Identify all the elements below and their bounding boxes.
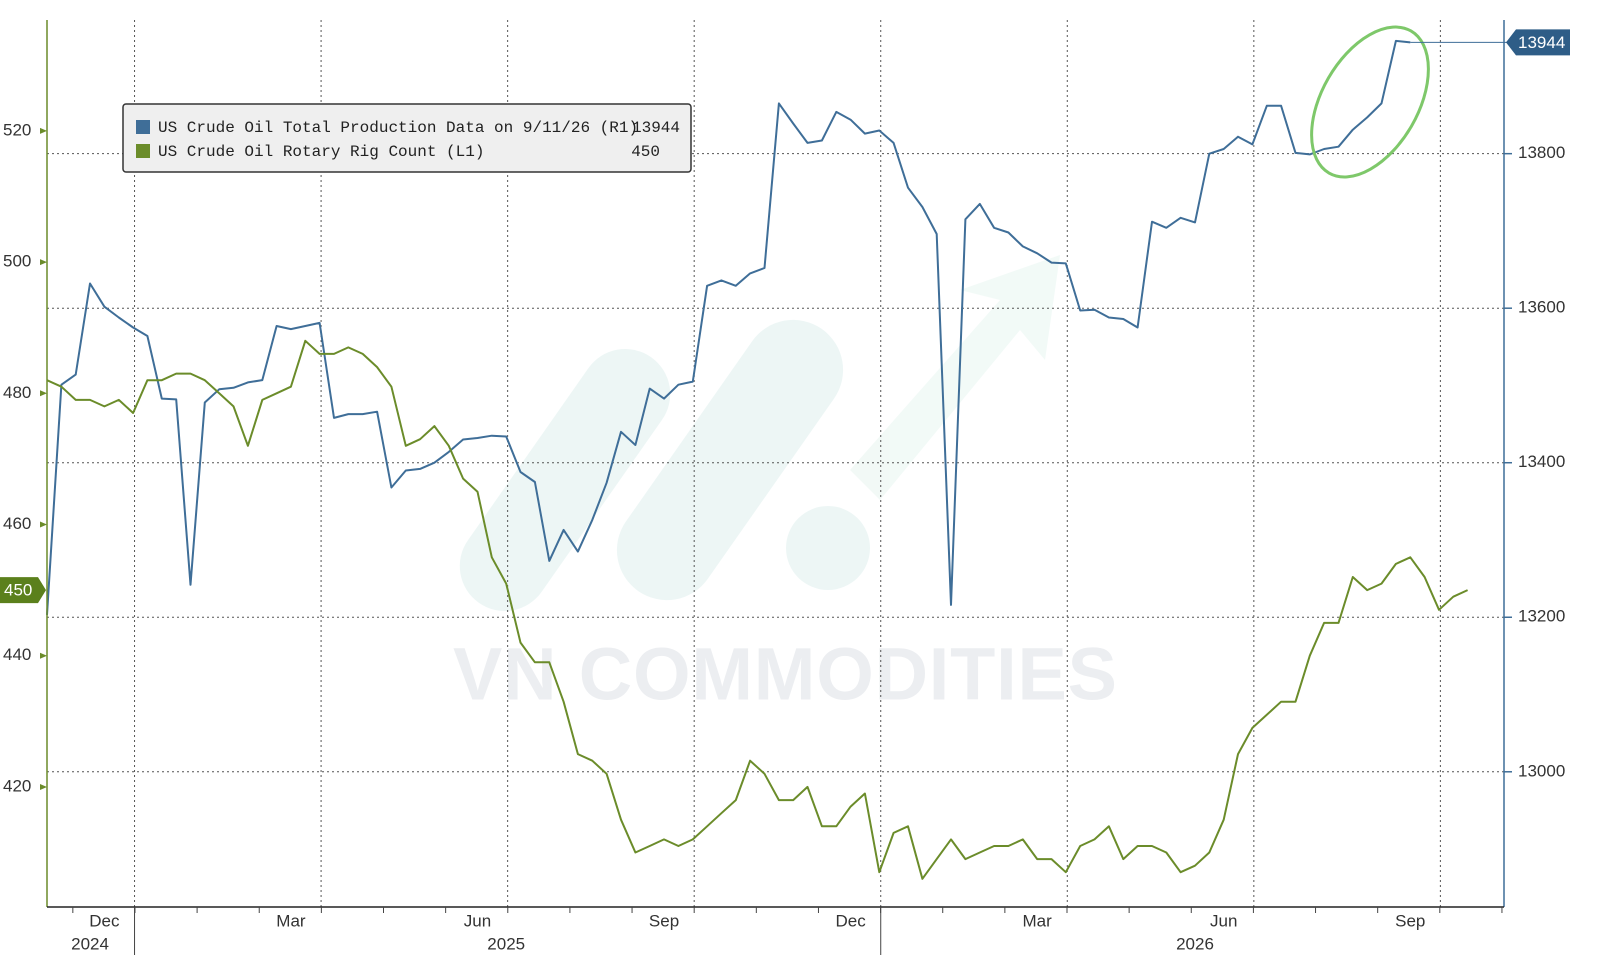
- legend-box: [122, 103, 692, 173]
- x-tick-label: Mar: [1023, 911, 1053, 930]
- y-tick-label: 420: [3, 776, 31, 795]
- x-tick-label: Jun: [464, 911, 491, 930]
- logo-shape: [786, 506, 870, 590]
- y-tick-label: 460: [3, 514, 31, 533]
- y-tick-label: 500: [3, 252, 31, 271]
- legend-swatch: [136, 144, 150, 158]
- lines: [46, 39, 1469, 880]
- logo-shape: [616, 319, 844, 601]
- x-tick-label: Jun: [1210, 911, 1237, 930]
- logo-arrow: [850, 255, 1060, 500]
- end-badges: 13944 450: [0, 29, 1570, 604]
- x-year-label: 2026: [1176, 934, 1214, 953]
- watermark-logo: [459, 255, 1060, 612]
- y2-tick-label: 13200: [1518, 607, 1565, 626]
- x-tick-label: Mar: [276, 911, 306, 930]
- y-tick: [40, 259, 47, 266]
- legend: US Crude Oil Total Production Data on 9/…: [122, 103, 692, 173]
- end-badge: [1506, 29, 1570, 56]
- x-year-label: 2024: [71, 934, 109, 953]
- logo-shape: [459, 348, 671, 612]
- y-tick: [40, 652, 47, 659]
- end-badge-label: 13944: [1518, 33, 1565, 52]
- legend-label: US Crude Oil Rotary Rig Count (L1): [158, 143, 484, 161]
- x-tick-label: Dec: [89, 911, 120, 930]
- y-tick-label: 440: [3, 645, 31, 664]
- x-year-label: 2025: [487, 934, 525, 953]
- y2-tick-label: 13400: [1518, 452, 1565, 471]
- legend-value: 13944: [632, 119, 680, 137]
- x-tick-label: Dec: [835, 911, 866, 930]
- y-tick: [40, 521, 47, 528]
- series-line: [46, 339, 1469, 880]
- y2-tick-label: 13600: [1518, 298, 1565, 317]
- y2-tick-label: 13000: [1518, 761, 1565, 780]
- x-tick-label: Sep: [1395, 911, 1425, 930]
- series-line: [46, 39, 1411, 615]
- end-badge-label: 450: [4, 581, 32, 600]
- y-tick-label: 520: [3, 120, 31, 139]
- legend-value: 450: [631, 143, 660, 161]
- y2-tick-label: 13800: [1518, 143, 1565, 162]
- legend-swatch: [136, 120, 150, 134]
- highlight-ellipse: [1310, 25, 1430, 179]
- y-tick: [40, 783, 47, 790]
- y-tick: [40, 390, 47, 397]
- legend-label: US Crude Oil Total Production Data on 9/…: [158, 119, 638, 137]
- y-tick: [40, 127, 47, 134]
- x-tick-label: Sep: [649, 911, 679, 930]
- y-tick-label: 480: [3, 383, 31, 402]
- end-badge: [0, 577, 46, 604]
